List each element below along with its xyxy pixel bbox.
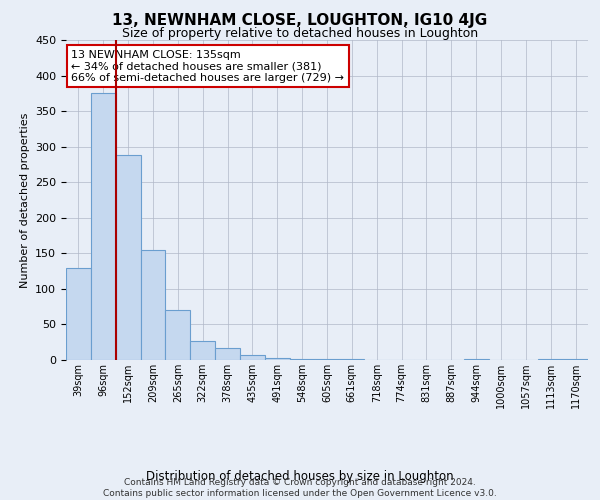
Bar <box>140 250 166 360</box>
Text: Contains HM Land Registry data © Crown copyright and database right 2024.
Contai: Contains HM Land Registry data © Crown c… <box>103 478 497 498</box>
Bar <box>240 355 265 360</box>
Bar <box>190 341 215 360</box>
Text: Size of property relative to detached houses in Loughton: Size of property relative to detached ho… <box>122 28 478 40</box>
Text: 13, NEWNHAM CLOSE, LOUGHTON, IG10 4JG: 13, NEWNHAM CLOSE, LOUGHTON, IG10 4JG <box>112 12 488 28</box>
Text: Distribution of detached houses by size in Loughton: Distribution of detached houses by size … <box>146 470 454 483</box>
Bar <box>215 348 240 360</box>
Bar <box>66 268 91 360</box>
Bar <box>116 155 140 360</box>
Bar <box>265 358 290 360</box>
Y-axis label: Number of detached properties: Number of detached properties <box>20 112 29 288</box>
Text: 13 NEWNHAM CLOSE: 135sqm
← 34% of detached houses are smaller (381)
66% of semi-: 13 NEWNHAM CLOSE: 135sqm ← 34% of detach… <box>71 50 344 83</box>
Bar <box>166 310 190 360</box>
Bar <box>91 94 116 360</box>
